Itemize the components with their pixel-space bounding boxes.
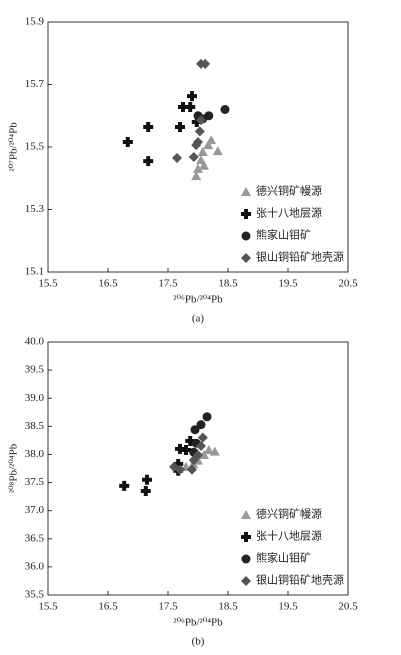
legend-marker [241, 576, 251, 586]
x-tick-label: 19.5 [278, 601, 298, 613]
y-tick-label: 38.5 [25, 420, 45, 432]
data-point [143, 156, 154, 167]
legend-label: 熊家山钼矿 [256, 228, 311, 242]
y-axis-label: ²⁰⁸Pb/²⁰⁴Pb [8, 443, 20, 493]
data-point [175, 122, 185, 132]
y-tick-label: 15.9 [25, 16, 45, 28]
x-axis-label: ²⁰⁶Pb/²⁰⁴Pb [173, 617, 223, 629]
x-tick-label: 16.5 [98, 601, 118, 613]
y-tick-label: 40.0 [25, 336, 45, 348]
data-point [178, 102, 188, 112]
y-tick-label: 15.3 [25, 203, 45, 215]
y-tick-label: 15.7 [25, 78, 45, 90]
data-point [194, 126, 205, 137]
data-point [187, 464, 197, 475]
x-tick-label: 17.5 [158, 278, 178, 290]
data-point [140, 485, 151, 496]
data-point [199, 160, 209, 170]
legend-marker [241, 554, 251, 564]
x-tick-label: 17.5 [158, 601, 178, 613]
data-point [209, 446, 220, 456]
data-point [191, 140, 202, 151]
legend-label: 德兴铜矿幔源 [256, 184, 322, 198]
legend-marker [241, 231, 251, 241]
data-point [185, 102, 196, 112]
data-point [206, 135, 217, 145]
y-tick-label: 35.5 [25, 589, 45, 601]
data-point [202, 412, 212, 422]
data-point [119, 480, 130, 491]
data-point [196, 420, 206, 430]
data-point [190, 425, 200, 435]
y-tick-label: 38.0 [25, 448, 45, 460]
data-point [143, 122, 154, 132]
caption: (b) [192, 636, 205, 648]
caption: (a) [192, 313, 205, 325]
data-point [220, 105, 230, 114]
legend-label: 张十八地层源 [256, 206, 322, 220]
data-point [185, 435, 196, 446]
x-tick-label: 18.5 [218, 278, 238, 290]
data-point [193, 163, 203, 173]
x-tick-label: 15.5 [38, 278, 58, 290]
x-axis-label: ²⁰⁶Pb/²⁰⁴Pb [173, 294, 223, 306]
x-tick-label: 18.5 [218, 601, 238, 613]
data-point [175, 464, 185, 475]
legend-marker [241, 253, 251, 263]
x-tick-label: 15.5 [38, 601, 58, 613]
data-point [122, 137, 133, 147]
legend-marker [241, 532, 251, 542]
data-point [172, 152, 182, 163]
data-point [191, 117, 202, 127]
legend-label: 熊家山钼矿 [256, 551, 311, 565]
data-point [203, 140, 214, 150]
data-point [173, 459, 184, 470]
legend-marker [241, 187, 251, 196]
data-point [197, 147, 208, 156]
data-point [197, 432, 208, 443]
x-tick-label: 20.5 [338, 601, 358, 613]
data-point [193, 450, 203, 461]
legend-marker [241, 209, 251, 219]
y-tick-label: 39.5 [25, 364, 45, 376]
data-point [175, 443, 185, 454]
data-point [188, 152, 199, 162]
y-tick-label: 36.5 [25, 532, 45, 544]
data-point [196, 115, 206, 126]
legend-label: 张十八地层源 [256, 529, 322, 543]
y-tick-label: 15.1 [25, 266, 44, 278]
legend-label: 银山铜铅矿地壳源 [256, 250, 344, 264]
y-tick-label: 37.5 [25, 476, 45, 488]
data-point [196, 441, 206, 452]
y-tick-label: 36.0 [25, 560, 45, 572]
data-point [200, 58, 211, 69]
y-tick-label: 15.5 [25, 141, 45, 153]
x-tick-label: 20.5 [338, 278, 358, 290]
data-point [212, 146, 223, 156]
legend-label: 银山铜铅矿地壳源 [256, 573, 344, 587]
data-point [199, 450, 209, 460]
x-tick-label: 16.5 [98, 278, 118, 290]
y-tick-label: 39.0 [25, 392, 45, 404]
data-point [181, 444, 191, 455]
data-point [191, 171, 202, 181]
legend-marker [241, 510, 251, 519]
plot-frame [47, 341, 349, 596]
x-tick-label: 19.5 [278, 278, 298, 290]
data-point [187, 91, 197, 102]
data-point [142, 474, 152, 485]
y-tick-label: 37.0 [25, 504, 45, 516]
legend-label: 德兴铜矿幔源 [256, 507, 322, 521]
data-point [203, 444, 214, 454]
y-axis-label: ²⁰⁷Pb/²⁰⁴Pb [8, 122, 20, 172]
